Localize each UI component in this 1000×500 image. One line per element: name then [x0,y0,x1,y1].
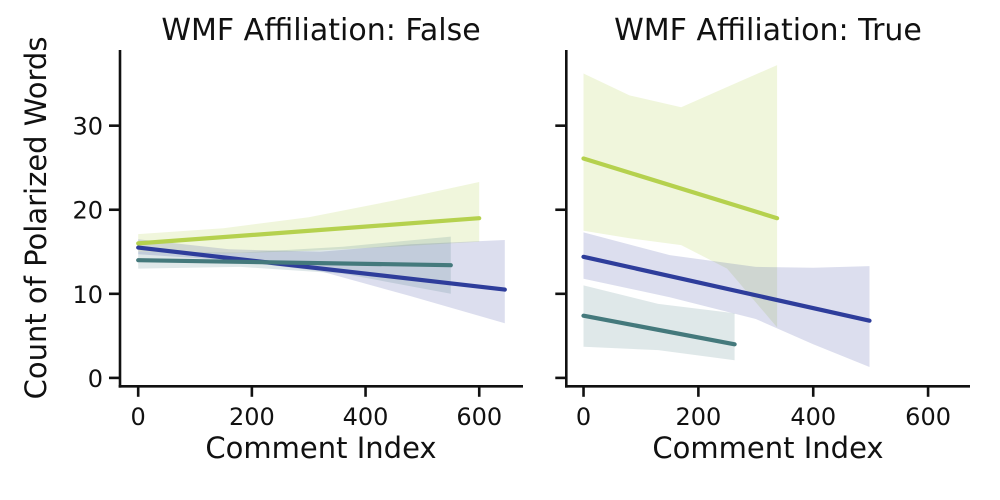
x-tick-label: 200 [675,403,721,431]
y-tick-label: 30 [72,113,103,141]
panel-wmf-false-title: WMF Affiliation: False [161,13,480,48]
regression-line-blue [136,245,507,292]
x-tick-label: 0 [131,403,146,431]
confidence-band-blue [583,232,870,367]
regression-line-blue [581,254,872,323]
y-tick-label: 0 [88,365,103,393]
panel-wmf-false-plot-area: 0 200 400 600 0 10 20 30 [72,50,523,431]
regression-line-teal [136,258,453,268]
panel-wmf-true-plot-area: 0 200 400 600 [555,50,970,431]
regression-line-teal [581,313,737,347]
x-axis-label-true: Comment Index [652,431,883,465]
x-tick-label: 200 [229,403,275,431]
x-tick-label: 600 [456,403,502,431]
y-axis-label: Count of Polarized Words [19,37,53,400]
x-tick-label: 400 [343,403,389,431]
panel-wmf-true-title: WMF Affiliation: True [614,13,922,48]
x-tick-label: 600 [905,403,951,431]
regression-line-green [136,216,482,246]
confidence-band-teal [583,285,735,361]
x-tick-label: 0 [576,403,591,431]
y-tick-label: 10 [72,281,103,309]
x-tick-label: 400 [790,403,836,431]
x-axis-label-false: Comment Index [205,431,436,465]
confidence-band-green [583,65,778,328]
regression-line-green [581,156,780,221]
y-tick-label: 20 [72,197,103,225]
